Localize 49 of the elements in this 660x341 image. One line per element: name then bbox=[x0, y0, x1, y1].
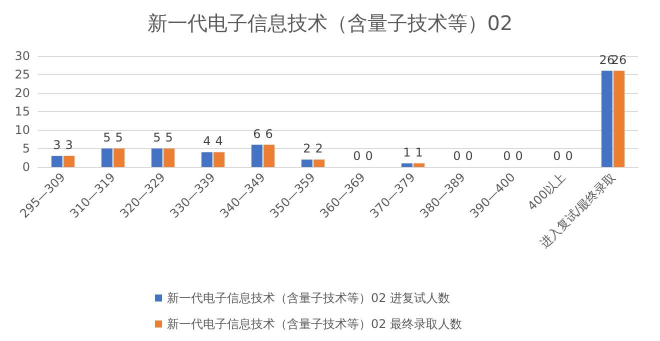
data-label: 0 bbox=[503, 149, 511, 163]
bar bbox=[201, 152, 212, 167]
data-label: 0 bbox=[565, 149, 573, 163]
y-tick-label: 5 bbox=[22, 142, 30, 156]
data-label: 6 bbox=[265, 126, 273, 141]
x-tick-label: 400以上 bbox=[524, 170, 568, 214]
data-label: 0 bbox=[453, 149, 461, 163]
bar bbox=[614, 70, 625, 167]
data-label: 5 bbox=[115, 130, 123, 144]
data-label: 3 bbox=[65, 138, 73, 152]
chart-title: 新一代电子信息技术（含量子技术等）02 bbox=[147, 11, 513, 35]
data-label: 1 bbox=[415, 145, 423, 160]
data-label: 1 bbox=[403, 145, 411, 160]
data-label: 3 bbox=[53, 138, 61, 152]
bar bbox=[164, 148, 175, 167]
bar bbox=[101, 148, 112, 167]
bar bbox=[601, 70, 612, 167]
bar bbox=[51, 156, 62, 167]
data-label: 4 bbox=[203, 134, 211, 148]
bar bbox=[151, 148, 162, 167]
data-label: 5 bbox=[165, 130, 173, 144]
bar bbox=[414, 163, 425, 167]
data-label: 0 bbox=[353, 149, 361, 163]
y-tick-label: 0 bbox=[22, 160, 30, 174]
bar bbox=[401, 163, 412, 167]
bar bbox=[114, 148, 125, 167]
y-tick-label: 15 bbox=[14, 104, 30, 118]
y-tick-label: 10 bbox=[14, 123, 30, 137]
bar bbox=[64, 156, 75, 167]
legend-label: 新一代电子信息技术（含量子技术等）02 进复试人数 bbox=[167, 291, 450, 305]
data-label: 5 bbox=[153, 130, 161, 144]
y-tick-label: 30 bbox=[14, 49, 30, 63]
bar bbox=[251, 144, 262, 167]
data-label: 2 bbox=[303, 142, 311, 156]
data-label: 0 bbox=[365, 149, 373, 163]
data-label: 5 bbox=[103, 130, 111, 144]
data-label: 6 bbox=[253, 126, 261, 141]
bar bbox=[264, 144, 275, 167]
data-label: 4 bbox=[215, 134, 223, 148]
y-tick-label: 25 bbox=[14, 68, 30, 82]
y-tick-label: 20 bbox=[14, 86, 30, 100]
legend-label: 新一代电子信息技术（含量子技术等）02 最终录取人数 bbox=[167, 317, 462, 331]
data-label: 0 bbox=[553, 149, 561, 163]
bar bbox=[301, 160, 312, 167]
data-label: 2 bbox=[315, 142, 323, 156]
bar bbox=[214, 152, 225, 167]
data-label: 0 bbox=[465, 149, 473, 163]
data-label: 0 bbox=[515, 149, 523, 163]
bar bbox=[314, 160, 325, 167]
